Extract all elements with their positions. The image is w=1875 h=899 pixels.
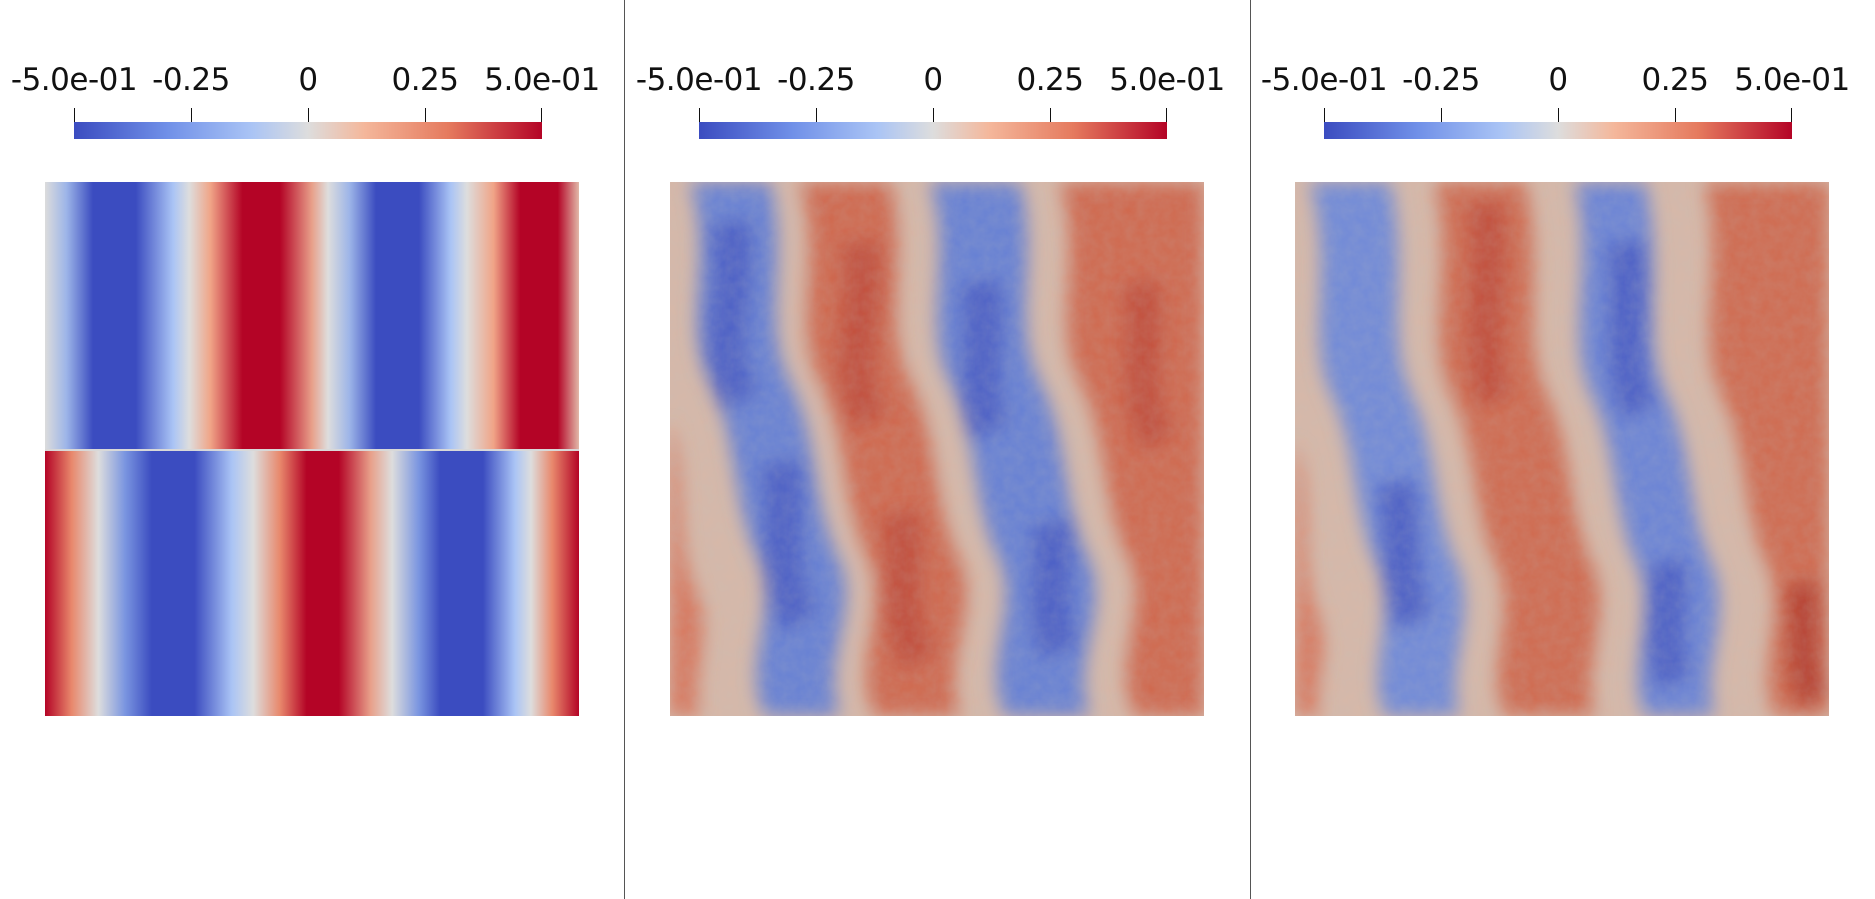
field-plot xyxy=(1295,182,1829,716)
colorbar-tick xyxy=(541,108,542,131)
colorbar-tick xyxy=(425,108,426,131)
colorbar-tick xyxy=(816,108,817,131)
colorbar-tick-label: 0.25 xyxy=(1016,62,1084,98)
colorbar-tick xyxy=(191,108,192,131)
colorbar-tick xyxy=(74,108,75,131)
field-plot xyxy=(45,182,579,716)
colorbar-tick-label: 0 xyxy=(298,62,318,98)
colorbar-tick-label: -5.0e-01 xyxy=(635,62,763,98)
colorbar-tick-label: 0 xyxy=(923,62,943,98)
colorbar-tick-label: -0.25 xyxy=(152,62,230,98)
colorbar-tick-label: 5.0e-01 xyxy=(484,62,600,98)
colorbar-tick xyxy=(933,108,934,131)
colorbar-tick-label: 5.0e-01 xyxy=(1734,62,1850,98)
middle-panel: -5.0e-01 -0.25 0 0.25 5.0e-01 xyxy=(625,0,1250,899)
colorbar-tick xyxy=(1558,108,1559,131)
colorbar-tick-label: -5.0e-01 xyxy=(10,62,138,98)
colorbar-tick xyxy=(1441,108,1442,131)
right-panel: -5.0e-01 -0.25 0 0.25 5.0e-01 xyxy=(1250,0,1875,899)
colorbar-tick-label: -0.25 xyxy=(1402,62,1480,98)
colorbar-tick xyxy=(308,108,309,131)
colorbar-tick xyxy=(699,108,700,131)
left-panel: -5.0e-01 -0.25 0 0.25 5.0e-01 xyxy=(0,0,625,899)
colorbar-tick-label: 5.0e-01 xyxy=(1109,62,1225,98)
panel-divider xyxy=(624,0,625,899)
colorbar-tick-label: 0.25 xyxy=(1641,62,1709,98)
colorbar-gradient xyxy=(74,122,542,139)
colorbar-tick-label: 0.25 xyxy=(391,62,459,98)
colorbar-tick xyxy=(1791,108,1792,131)
colorbar-tick-label: -0.25 xyxy=(777,62,855,98)
panel-divider xyxy=(1250,0,1251,899)
field-plot xyxy=(670,182,1204,716)
colorbar-tick xyxy=(1675,108,1676,131)
colorbar-tick xyxy=(1166,108,1167,131)
colorbar-tick-label: 0 xyxy=(1548,62,1568,98)
colorbar-gradient xyxy=(1324,122,1792,139)
colorbar-gradient xyxy=(699,122,1167,139)
colorbar-tick xyxy=(1050,108,1051,131)
colorbar-tick-label: -5.0e-01 xyxy=(1260,62,1388,98)
colorbar-tick xyxy=(1324,108,1325,131)
